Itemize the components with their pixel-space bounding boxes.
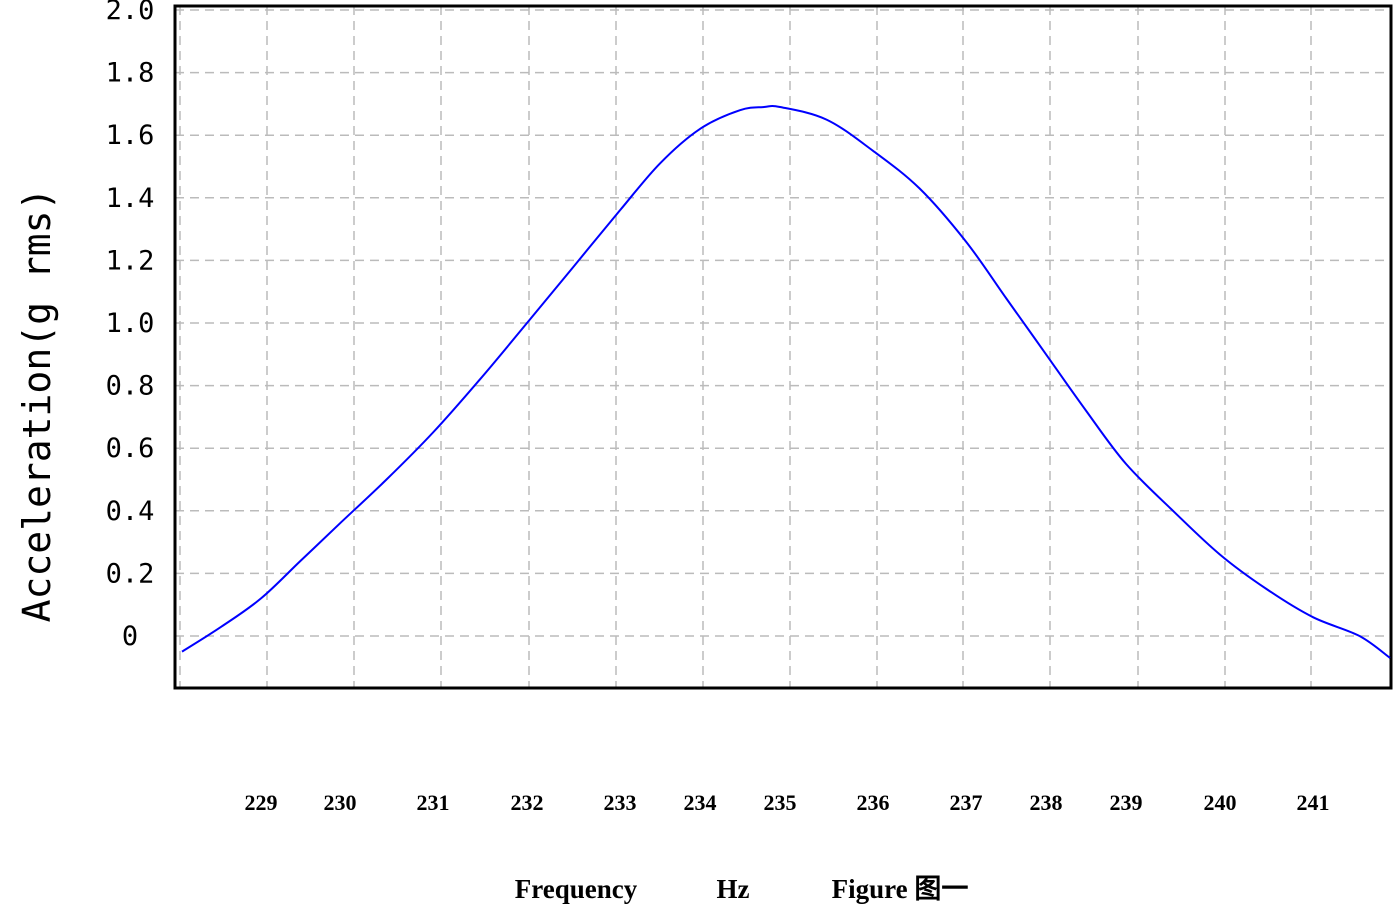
y-tick-label: 0 xyxy=(122,621,138,652)
x-tick-label: 239 xyxy=(1110,790,1143,815)
plot-frame xyxy=(173,4,1393,690)
x-tick-label: 230 xyxy=(324,790,357,815)
x-tick-label: 232 xyxy=(511,790,544,815)
y-tick-label: 1.0 xyxy=(106,308,155,339)
y-tick-label: 1.2 xyxy=(106,245,155,276)
x-axis-label-frequency: Frequency xyxy=(515,874,638,904)
y-tick-label: 1.6 xyxy=(106,120,155,151)
y-tick-label: 1.4 xyxy=(106,183,155,214)
x-tick-label: 236 xyxy=(857,790,890,815)
x-axis-label-unit: Hz xyxy=(717,874,750,904)
x-tick-label: 231 xyxy=(417,790,450,815)
series-line xyxy=(181,104,1391,659)
grid-lines xyxy=(175,6,1391,688)
x-tick-label: 229 xyxy=(245,790,278,815)
x-tick-label: 233 xyxy=(604,790,637,815)
x-tick-label: 238 xyxy=(1030,790,1063,815)
y-tick-label: 0.6 xyxy=(106,433,155,464)
y-tick-label: 0.4 xyxy=(106,496,155,527)
y-axis-label: Acceleration(g rms) xyxy=(15,188,59,623)
y-tick-label: 1.8 xyxy=(106,58,155,89)
y-tick-label: 0.2 xyxy=(106,558,155,589)
x-tick-label: 234 xyxy=(684,790,717,815)
x-tick-label: 241 xyxy=(1297,790,1330,815)
y-tick-label: 2.0 xyxy=(106,0,155,26)
y-tick-label: 0.8 xyxy=(106,371,155,402)
x-tick-labels: 229 230 231 232 233 234 235 236 237 238 239 240 241 xyxy=(245,790,1330,815)
x-tick-label: 240 xyxy=(1204,790,1237,815)
y-tick-labels: 2.0 1.8 1.6 1.4 1.2 1.0 0.8 0.6 0.4 0.2 0 xyxy=(106,0,155,652)
figure-caption: Figure 图一 xyxy=(832,874,969,904)
x-tick-label: 235 xyxy=(764,790,797,815)
x-tick-label: 237 xyxy=(950,790,983,815)
